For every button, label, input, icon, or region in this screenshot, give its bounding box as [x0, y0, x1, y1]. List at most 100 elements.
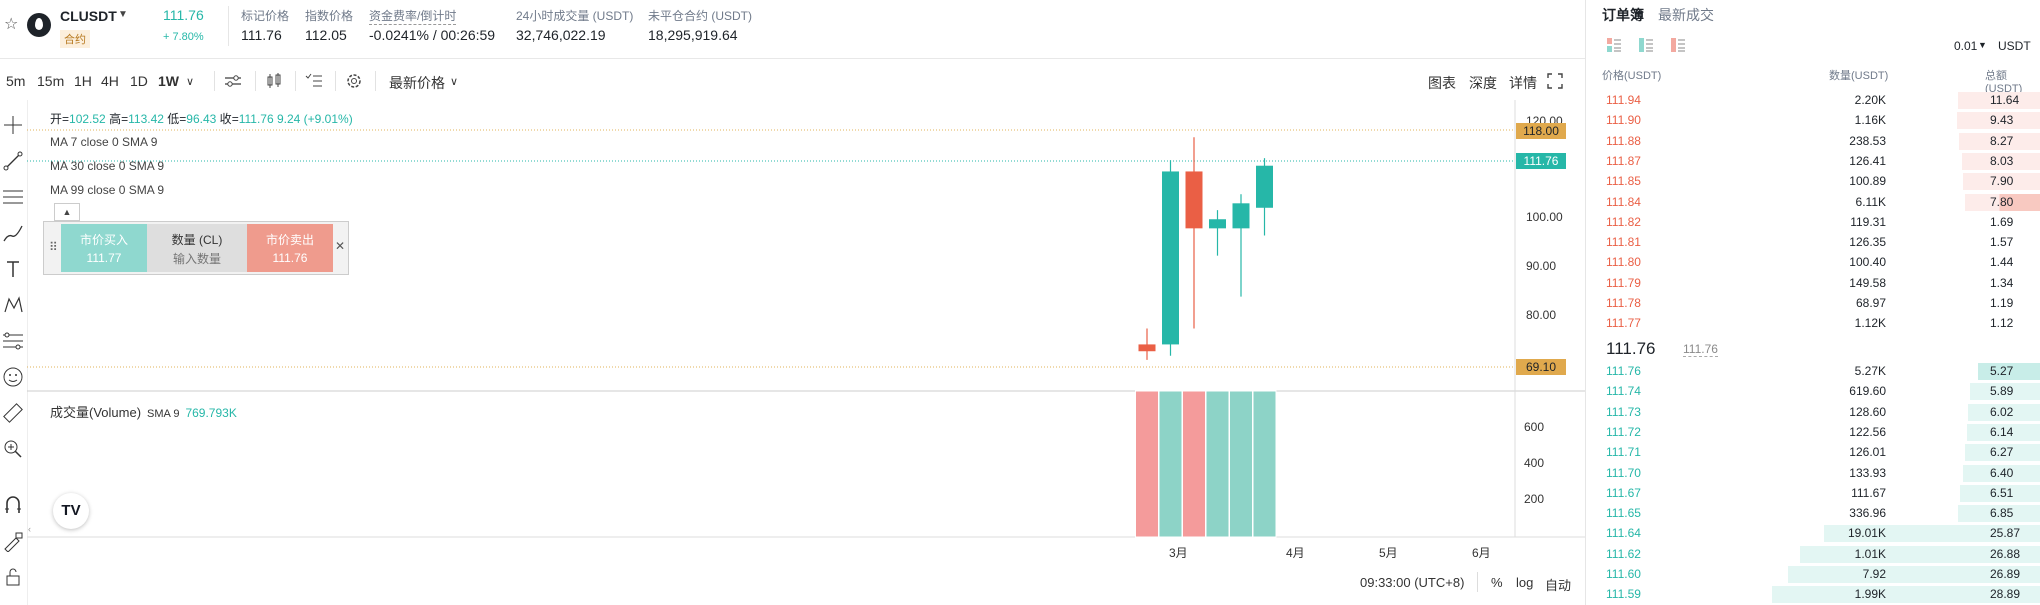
- bid-row[interactable]: 111.71 126.01 6.27: [1586, 443, 2040, 463]
- candle-body: [1138, 344, 1156, 352]
- ohlc-close-label: 收: [219, 112, 232, 126]
- tradingview-logo[interactable]: TV: [53, 493, 89, 529]
- interval-1w[interactable]: 1W: [158, 73, 179, 89]
- ask-row[interactable]: 111.79 149.58 1.34: [1586, 274, 2040, 294]
- bid-row[interactable]: 111.70 133.93 6.40: [1586, 464, 2040, 484]
- draw-lock-icon[interactable]: [2, 530, 24, 552]
- tab-order-book[interactable]: 订单簿: [1602, 7, 1644, 23]
- book-both-sides-icon[interactable]: [1606, 37, 1622, 53]
- x-axis-tick: 5月: [1379, 546, 1398, 560]
- price-chart[interactable]: [0, 0, 1585, 605]
- book-bids-icon[interactable]: [1638, 37, 1654, 53]
- coin-logo-icon: [27, 13, 51, 37]
- drag-handle-icon[interactable]: ⠿: [49, 240, 58, 254]
- column-price: 价格(USDT): [1602, 70, 1662, 82]
- precision-dropdown-icon[interactable]: ▼: [1978, 40, 1987, 50]
- interval-15m[interactable]: 15m: [37, 73, 65, 89]
- ask-row[interactable]: 111.90 1.16K 9.43: [1586, 111, 2040, 131]
- lock-icon[interactable]: [2, 566, 24, 588]
- bid-row[interactable]: 111.65 336.96 6.85: [1586, 504, 2040, 524]
- symbol-name[interactable]: CLUSDT: [60, 8, 117, 24]
- horizontal-lines-icon[interactable]: [2, 186, 24, 208]
- bid-row[interactable]: 111.64 19.01K 25.87: [1586, 524, 2040, 544]
- bid-row[interactable]: 111.60 7.92 26.89: [1586, 565, 2040, 585]
- mark-price[interactable]: 111.76: [1683, 342, 1718, 357]
- text-tool-icon[interactable]: [2, 258, 24, 280]
- indicator-settings-icon[interactable]: [224, 73, 242, 89]
- ask-row[interactable]: 111.80 100.40 1.44: [1586, 253, 2040, 273]
- gear-icon[interactable]: [345, 72, 363, 90]
- view-details-tab[interactable]: 详情: [1509, 75, 1537, 91]
- collapse-legend-button[interactable]: ▲: [54, 203, 80, 221]
- zoom-in-icon[interactable]: [2, 438, 24, 460]
- ma99-legend[interactable]: MA 99 close 0 SMA 9: [50, 183, 165, 197]
- row-price: 111.71: [1606, 445, 1641, 460]
- symbol-dropdown-icon[interactable]: ▼: [118, 9, 128, 20]
- log-scale-toggle[interactable]: log: [1516, 575, 1534, 590]
- row-price: 111.62: [1606, 546, 1641, 561]
- brush-icon[interactable]: [2, 222, 24, 244]
- magnet-icon[interactable]: [2, 494, 24, 516]
- indicators-list-icon[interactable]: [305, 73, 323, 89]
- bid-row[interactable]: 111.72 122.56 6.14: [1586, 423, 2040, 443]
- book-asks-icon[interactable]: [1670, 37, 1686, 53]
- ask-row[interactable]: 111.87 126.41 8.03: [1586, 152, 2040, 172]
- precision-select[interactable]: 0.01: [1954, 39, 1978, 53]
- trend-line-icon[interactable]: [2, 150, 24, 172]
- crosshair-icon[interactable]: [2, 114, 24, 136]
- unit-select[interactable]: USDT: [1998, 39, 2031, 53]
- pattern-tool-icon[interactable]: [2, 294, 24, 316]
- depth-bar: [1824, 525, 2040, 543]
- ask-row[interactable]: 111.78 68.97 1.19: [1586, 294, 2040, 314]
- ruler-icon[interactable]: [2, 402, 24, 424]
- ask-row[interactable]: 111.81 126.35 1.57: [1586, 233, 2040, 253]
- volume-legend[interactable]: 成交量(Volume) SMA 9 769.793K: [50, 402, 237, 421]
- ma7-legend[interactable]: MA 7 close 0 SMA 9: [50, 135, 158, 149]
- row-amount: 68.97: [1855, 296, 1886, 310]
- interval-1d[interactable]: 1D: [130, 73, 148, 89]
- bid-row[interactable]: 111.67 111.67 6.51: [1586, 484, 2040, 504]
- tab-recent-trades[interactable]: 最新成交: [1658, 7, 1714, 23]
- emoji-icon[interactable]: [2, 366, 24, 388]
- row-total: 1.69: [1990, 214, 2014, 229]
- bid-row[interactable]: 111.59 1.99K 28.89: [1586, 585, 2040, 605]
- bid-row[interactable]: 111.62 1.01K 26.88: [1586, 545, 2040, 565]
- ask-row[interactable]: 111.85 100.89 7.90: [1586, 172, 2040, 192]
- funding-rate-label[interactable]: 资金费率/倒计时: [369, 9, 457, 25]
- quantity-input[interactable]: [150, 251, 244, 267]
- interval-4h[interactable]: 4H: [101, 73, 119, 89]
- price-type-select[interactable]: 最新价格: [389, 75, 445, 91]
- row-amount: 19.01K: [1847, 526, 1886, 541]
- bid-row[interactable]: 111.74 619.60 5.89: [1586, 382, 2040, 402]
- ask-row[interactable]: 111.88 238.53 8.27: [1586, 132, 2040, 152]
- market-buy-button[interactable]: 市价买入 111.77: [61, 224, 147, 272]
- interval-1h[interactable]: 1H: [74, 73, 92, 89]
- interval-dropdown-icon[interactable]: ∨: [186, 76, 195, 88]
- fullscreen-icon[interactable]: [1547, 73, 1563, 89]
- candle-body: [1209, 219, 1226, 229]
- ask-row[interactable]: 111.77 1.12K 1.12: [1586, 314, 2040, 334]
- view-depth-tab[interactable]: 深度: [1469, 75, 1497, 91]
- bid-row[interactable]: 111.73 128.60 6.02: [1586, 403, 2040, 423]
- row-amount: 126.01: [1849, 445, 1886, 460]
- ask-row[interactable]: 111.82 119.31 1.69: [1586, 213, 2040, 233]
- view-chart-tab[interactable]: 图表: [1428, 75, 1456, 91]
- row-total: 8.27: [1990, 133, 2014, 148]
- percent-scale-toggle[interactable]: %: [1491, 575, 1503, 590]
- collapse-toolbar-icon[interactable]: ‹: [28, 524, 31, 534]
- auto-scale-toggle[interactable]: 自动: [1545, 578, 1572, 593]
- price-type-dropdown-icon[interactable]: ∨: [450, 76, 459, 88]
- row-price: 111.90: [1606, 113, 1641, 128]
- candle-type-icon[interactable]: [265, 72, 283, 90]
- ma30-legend[interactable]: MA 30 close 0 SMA 9: [50, 159, 165, 173]
- market-sell-button[interactable]: 市价卖出 111.76: [247, 224, 333, 272]
- close-icon[interactable]: ✕: [335, 239, 346, 253]
- low-price-tag: 69.10: [1516, 359, 1566, 375]
- row-amount: 336.96: [1849, 506, 1886, 521]
- fib-tool-icon[interactable]: [2, 330, 24, 352]
- interval-5m[interactable]: 5m: [6, 73, 26, 89]
- bid-row[interactable]: 111.76 5.27K 5.27: [1586, 362, 2040, 382]
- ask-row[interactable]: 111.94 2.20K 11.64: [1586, 91, 2040, 111]
- ask-row[interactable]: 111.84 6.11K 7.80: [1586, 193, 2040, 213]
- favorite-star-icon[interactable]: ☆: [4, 16, 19, 33]
